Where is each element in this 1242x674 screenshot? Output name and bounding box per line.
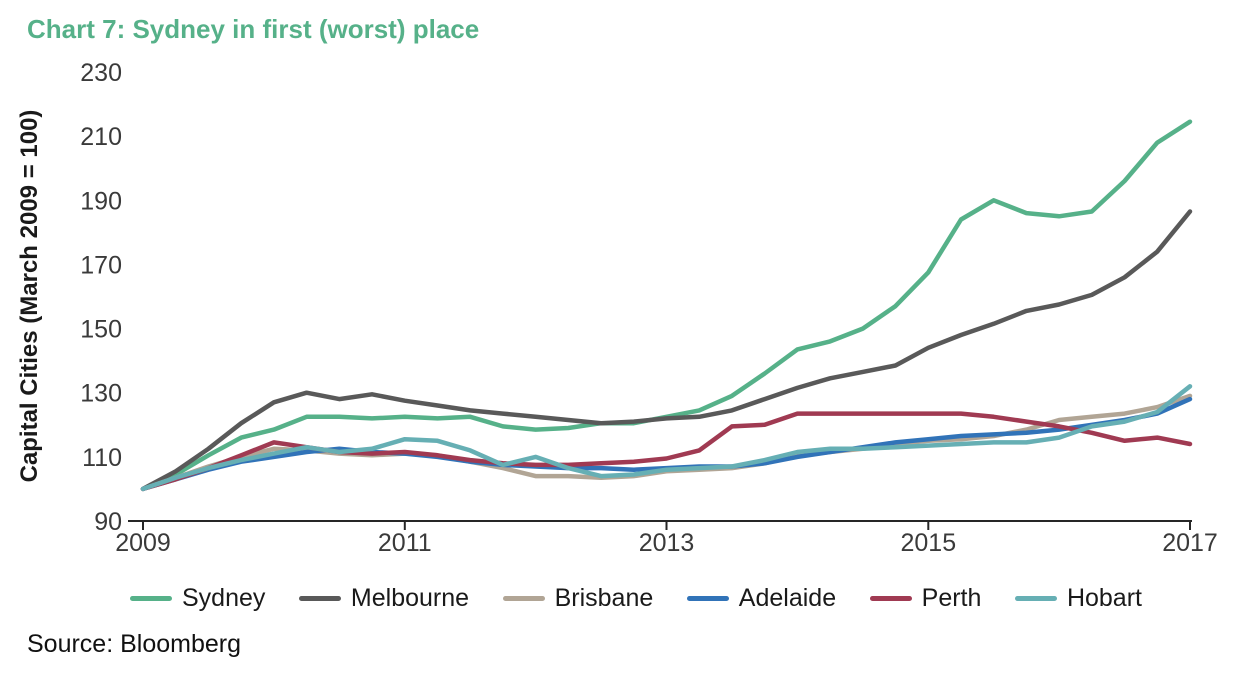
source-note: Source: Bloomberg xyxy=(27,630,242,658)
x-tick-label: 2011 xyxy=(378,529,432,557)
y-tick-label: 130 xyxy=(80,380,122,408)
x-tick-label: 2009 xyxy=(115,529,171,557)
legend-label: Sydney xyxy=(182,583,266,612)
legend-item-perth: Perth xyxy=(869,583,982,613)
x-tick-label: 2015 xyxy=(900,529,956,557)
chart-canvas: 90 110 130 150 170 190 210 230 2009 2011 2013 2015 2… xyxy=(80,60,1218,557)
legend-item-hobart: Hobart xyxy=(1014,583,1142,613)
y-tick-label: 110 xyxy=(82,444,122,472)
x-tick-label: 2017 xyxy=(1162,529,1218,557)
chart-legend: Sydney Melbourne Brisbane Adelaide Perth Hoba… xyxy=(130,582,1142,614)
legend-item-sydney: Sydney xyxy=(130,584,265,613)
legend-item-brisbane: Brisbane xyxy=(502,583,654,613)
legend-swatch-brisbane xyxy=(502,595,545,601)
series-line-hobart xyxy=(140,384,1193,492)
legend-swatch-sydney xyxy=(130,595,172,601)
x-tick-label: 2013 xyxy=(639,529,695,557)
legend-label: Melbourne xyxy=(350,583,470,612)
legend-item-adelaide: Adelaide xyxy=(686,583,837,613)
legend-swatch-adelaide xyxy=(686,595,729,601)
legend-label: Hobart xyxy=(1066,583,1142,612)
y-tick-label: 170 xyxy=(80,251,122,279)
y-tick-label: 150 xyxy=(80,316,122,344)
y-tick-label: 190 xyxy=(80,187,122,215)
legend-item-melbourne: Melbourne xyxy=(298,583,470,613)
legend-swatch-hobart xyxy=(1014,595,1057,601)
legend-label: Adelaide xyxy=(738,583,837,612)
y-tick-label: 90 xyxy=(94,508,122,536)
series-line-melbourne xyxy=(140,209,1193,492)
legend-swatch-perth xyxy=(869,595,912,601)
chart-title: Chart 7: Sydney in first (worst) place xyxy=(27,14,480,44)
y-tick-label: 230 xyxy=(80,60,122,87)
legend-swatch-melbourne xyxy=(298,595,341,601)
y-tick-label: 210 xyxy=(80,123,122,151)
legend-label: Perth xyxy=(921,583,982,612)
legend-label: Brisbane xyxy=(554,583,654,612)
